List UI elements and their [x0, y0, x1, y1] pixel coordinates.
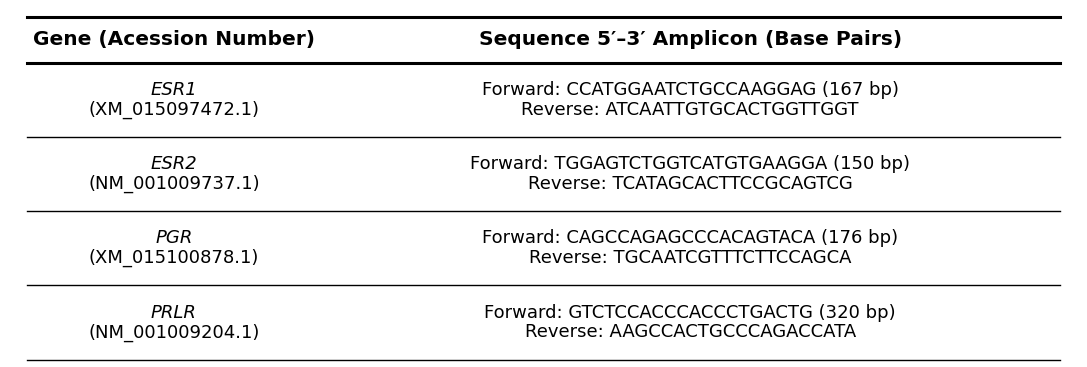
Text: (NM_001009737.1): (NM_001009737.1)	[88, 175, 260, 193]
Text: Reverse: TGCAATCGTTTCTTCCAGCA: Reverse: TGCAATCGTTTCTTCCAGCA	[529, 249, 851, 267]
Text: Sequence 5′–3′ Amplicon (Base Pairs): Sequence 5′–3′ Amplicon (Base Pairs)	[478, 30, 902, 49]
Text: Forward: TGGAGTCTGGTCATGTGAAGGA (150 bp): Forward: TGGAGTCTGGTCATGTGAAGGA (150 bp)	[471, 155, 910, 173]
Text: (XM_015100878.1): (XM_015100878.1)	[89, 249, 259, 268]
Text: Forward: GTCTCCACCCACCCTGACTG (320 bp): Forward: GTCTCCACCCACCCTGACTG (320 bp)	[485, 304, 896, 321]
Text: PRLR: PRLR	[151, 304, 197, 321]
Text: Forward: CAGCCAGAGCCCACAGTACA (176 bp): Forward: CAGCCAGAGCCCACAGTACA (176 bp)	[483, 229, 898, 247]
Text: ESR2: ESR2	[150, 155, 198, 173]
Text: Forward: CCATGGAATCTGCCAAGGAG (167 bp): Forward: CCATGGAATCTGCCAAGGAG (167 bp)	[482, 81, 899, 99]
Text: Gene (Acession Number): Gene (Acession Number)	[33, 30, 315, 49]
Text: (XM_015097472.1): (XM_015097472.1)	[88, 101, 260, 119]
Text: Reverse: AAGCCACTGCCCAGACCATA: Reverse: AAGCCACTGCCCAGACCATA	[525, 323, 855, 341]
Text: PGR: PGR	[155, 229, 192, 247]
Text: Reverse: TCATAGCACTTCCGCAGTCG: Reverse: TCATAGCACTTCCGCAGTCG	[528, 175, 852, 193]
Text: ESR1: ESR1	[150, 81, 198, 99]
Text: Reverse: ATCAATTGTGCACTGGTTGGT: Reverse: ATCAATTGTGCACTGGTTGGT	[522, 101, 859, 119]
Text: (NM_001009204.1): (NM_001009204.1)	[88, 323, 260, 342]
